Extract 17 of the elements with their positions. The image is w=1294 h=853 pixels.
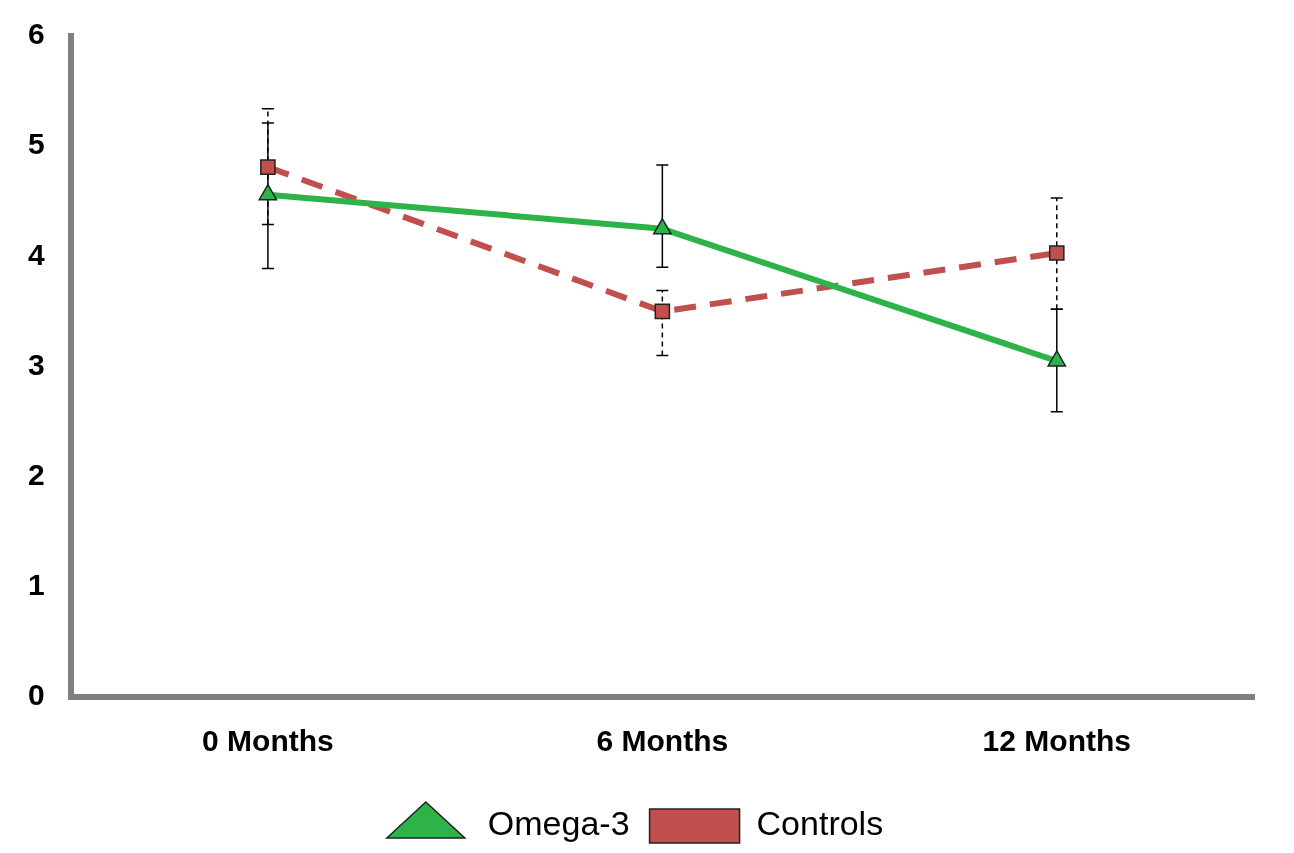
legend-label: Controls xyxy=(756,804,884,843)
y-tick-label: 3 xyxy=(28,347,45,381)
point xyxy=(652,218,672,235)
x-tick-label: 0 Months xyxy=(202,724,334,758)
point xyxy=(1048,245,1065,261)
x-tick-label: 12 Months xyxy=(982,724,1131,758)
y-tick-label: 6 xyxy=(28,17,45,51)
legend-label: Omega-3 xyxy=(487,804,630,843)
y-tick-label: 1 xyxy=(28,568,45,602)
x-tick-label: 6 Months xyxy=(596,724,729,758)
point xyxy=(260,159,276,175)
y-tick-label: 0 xyxy=(28,678,45,712)
point xyxy=(654,303,671,320)
y-tick-label: 4 xyxy=(28,237,45,271)
y-tick-label: 2 xyxy=(28,457,45,491)
point xyxy=(1047,350,1067,367)
y-tick-label: 5 xyxy=(28,127,45,161)
